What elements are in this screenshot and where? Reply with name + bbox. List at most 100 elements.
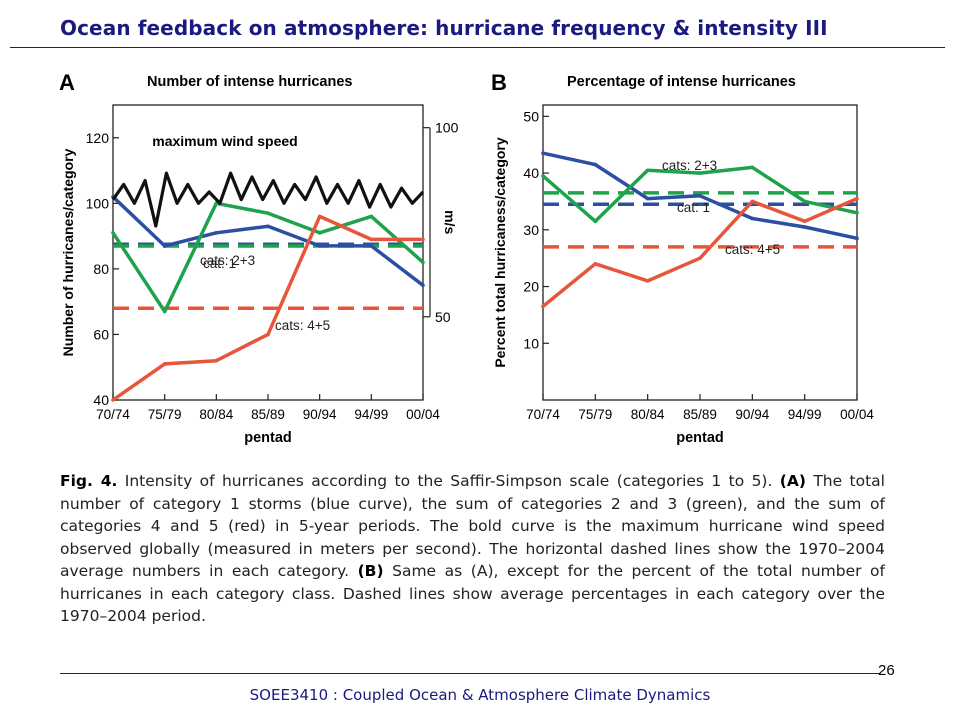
series-label: cats: 4+5: [275, 318, 330, 333]
data-point-green: [317, 231, 322, 235]
data-point-green: [802, 199, 807, 204]
page-number: 26: [878, 662, 895, 679]
series-label: cat: 1: [203, 256, 236, 271]
x-tick-label: 70/74: [96, 407, 130, 422]
data-point-red: [421, 237, 425, 242]
series-line-green: [111, 201, 425, 314]
data-point-green: [162, 309, 167, 314]
data-point-blue: [421, 283, 425, 288]
y2-tick-label: 100: [435, 120, 459, 136]
caption-text-3: Same as (A), except for the percent of t…: [60, 562, 885, 625]
y-tick-label: 60: [93, 326, 109, 342]
data-point-red: [698, 256, 702, 260]
y-axis-label: Number of hurricanes/category: [60, 148, 76, 356]
x-tick-label: 85/89: [683, 407, 717, 422]
x-tick-label: 00/04: [406, 407, 440, 422]
y-tick-label: 10: [523, 335, 539, 351]
title-divider: [10, 47, 945, 48]
data-point-red: [593, 262, 598, 266]
data-point-green: [645, 168, 650, 173]
data-point-blue: [317, 244, 322, 248]
data-point-green: [369, 214, 374, 219]
data-point-green: [855, 210, 859, 215]
y-tick-label: 20: [523, 279, 539, 295]
x-tick-label: 90/94: [735, 407, 769, 422]
x-tick-label: 75/79: [148, 407, 182, 422]
data-point-blue: [266, 224, 270, 229]
data-point-red: [369, 237, 374, 242]
series-label: cats: 2+3: [200, 253, 255, 268]
chart-panel-a: A Number of intense hurricanes 40 60 80 100 12…: [59, 70, 459, 446]
y-tick-label: 40: [93, 392, 109, 408]
x-tick-label: 80/84: [631, 407, 665, 422]
plot-frame: [112, 104, 424, 401]
x-tick-label: 80/84: [199, 407, 233, 422]
chart-panel-b: B Percentage of intense hurricanes 10 20 30 4…: [491, 70, 874, 446]
data-point-blue: [750, 216, 755, 221]
x-tick-label: 94/99: [788, 407, 822, 422]
data-point-green: [698, 171, 702, 175]
data-point-red: [266, 332, 270, 337]
data-point-blue: [855, 236, 859, 241]
figure-caption: Fig. 4. Intensity of hurricanes accordin…: [60, 470, 885, 628]
x-tick-label: 00/04: [840, 407, 874, 422]
x-tick-label: 94/99: [354, 407, 388, 422]
data-point-green: [266, 211, 270, 215]
series-label: cat: 1: [677, 200, 710, 215]
y2-axis-label: m/s: [442, 210, 458, 234]
data-point-green: [421, 260, 425, 265]
caption-a-label: (A): [779, 472, 806, 490]
panel-letter: A: [59, 70, 75, 95]
x-tick-label: 70/74: [526, 407, 560, 422]
chart-title: Percentage of intense hurricanes: [567, 74, 796, 90]
data-point-red: [750, 199, 755, 204]
plot-frame: [542, 104, 858, 401]
caption-fig-label: Fig. 4.: [60, 472, 118, 490]
footer-divider: [60, 673, 880, 674]
x-tick-label: 85/89: [251, 407, 285, 422]
data-point-green: [111, 231, 115, 235]
caption-text-1: Intensity of hurricanes according to the…: [117, 472, 780, 490]
y-tick-label: 120: [86, 130, 110, 146]
wind-speed-line: [111, 171, 425, 228]
data-point-green: [750, 165, 755, 170]
y-tick-label: 50: [523, 108, 539, 124]
y-tick-label: 100: [86, 195, 110, 211]
y-tick-label: 30: [523, 222, 539, 238]
caption-text-2: The total number of category 1 storms (b…: [60, 472, 885, 580]
y-axis-label: Percent total hurricaness/category: [492, 137, 508, 368]
data-point-red: [802, 219, 807, 224]
slide-title: Ocean feedback on atmosphere: hurricane …: [60, 16, 828, 40]
series-label: cats: 2+3: [662, 158, 717, 173]
panel-letter: B: [491, 70, 507, 95]
data-point-green: [593, 219, 598, 224]
data-point-red: [162, 362, 167, 366]
data-point-blue: [369, 244, 374, 248]
data-point-red: [111, 398, 115, 402]
data-point-blue: [593, 162, 598, 167]
data-point-blue: [214, 231, 219, 235]
series-label: cats: 4+5: [725, 242, 780, 257]
x-tick-label: 90/94: [303, 407, 337, 422]
wind-speed-label: maximum wind speed: [152, 133, 297, 149]
y-tick-label: 80: [93, 261, 109, 277]
data-point-red: [645, 279, 650, 283]
data-point-blue: [645, 196, 650, 201]
x-axis-label: pentad: [244, 430, 292, 446]
chart-title: Number of intense hurricanes: [147, 74, 352, 90]
data-point-blue: [802, 225, 807, 229]
data-point-blue: [162, 244, 167, 248]
y-tick-label: 40: [523, 165, 539, 181]
data-point-red: [317, 214, 322, 219]
data-point-green: [541, 174, 545, 178]
data-point-red: [855, 196, 859, 201]
footer-course-title: SOEE3410 : Coupled Ocean & Atmosphere Cl…: [249, 686, 711, 704]
x-axis-label: pentad: [676, 430, 724, 446]
caption-b-label: (B): [357, 562, 384, 580]
data-point-blue: [698, 193, 702, 198]
y2-tick-label: 50: [435, 309, 451, 325]
data-point-blue: [541, 151, 545, 156]
x-tick-label: 75/79: [578, 407, 612, 422]
data-point-red: [214, 358, 219, 363]
data-point-red: [541, 304, 545, 309]
